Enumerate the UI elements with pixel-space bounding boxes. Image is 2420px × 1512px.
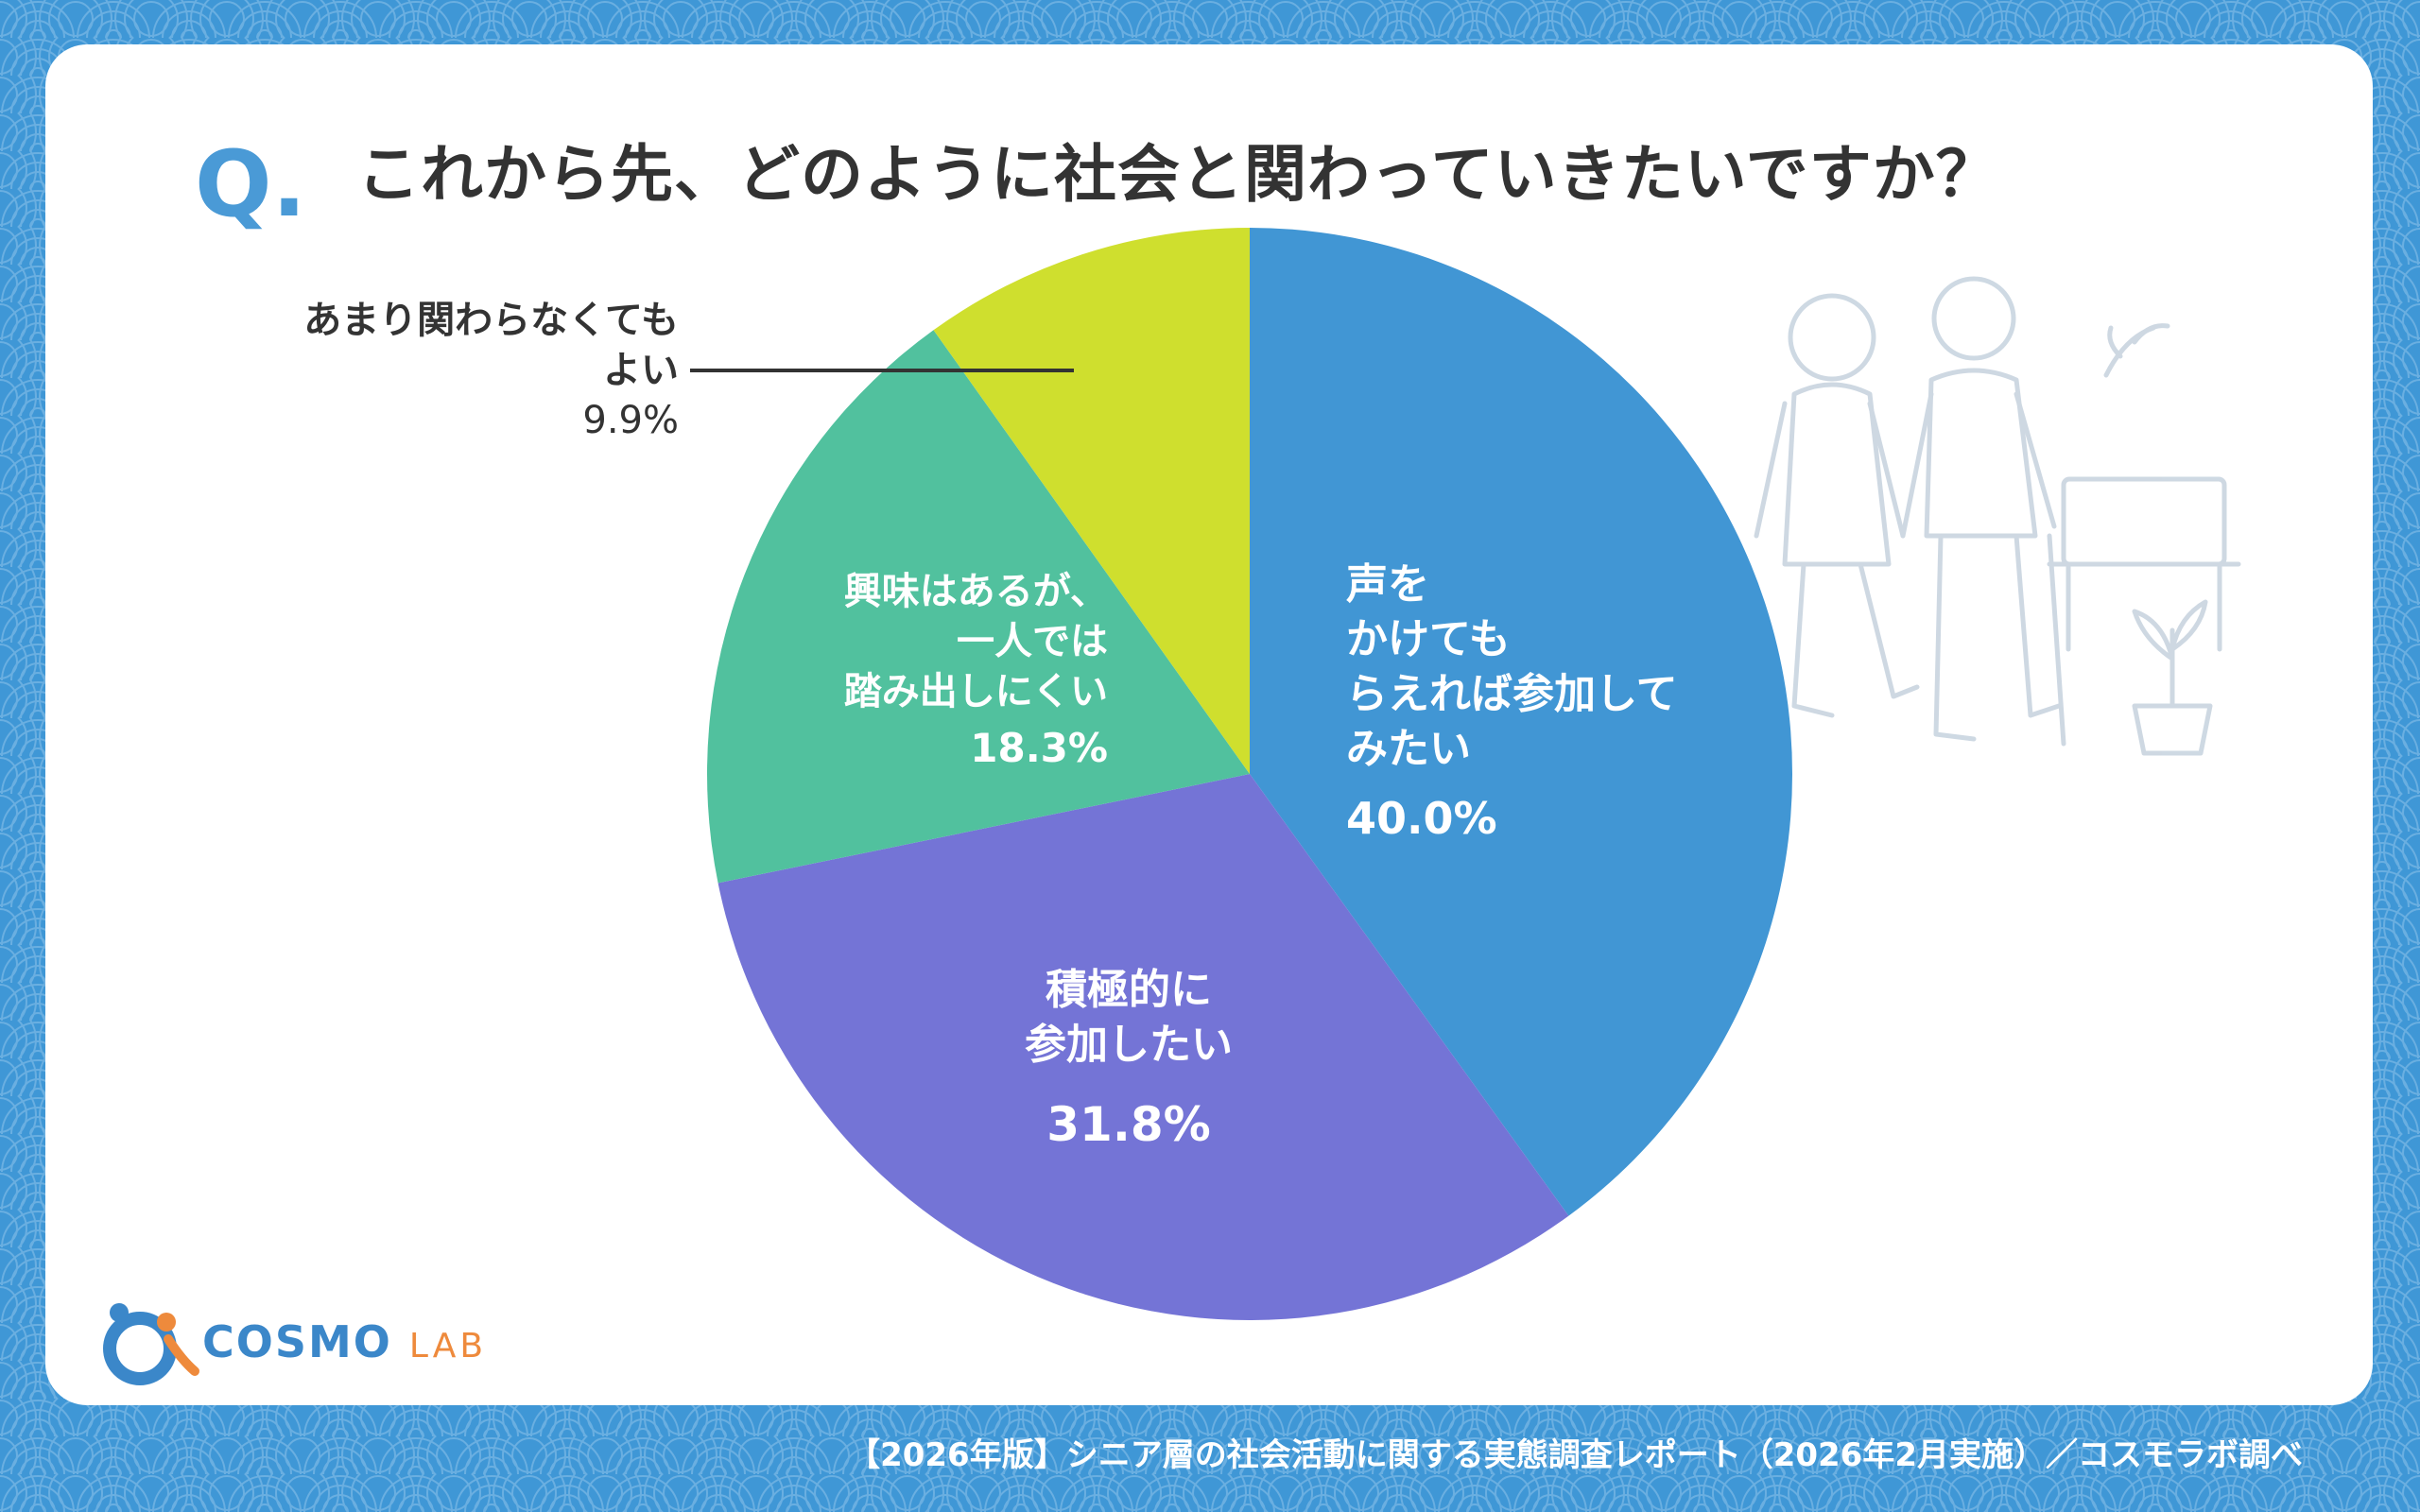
logo-text: COSMO LAB bbox=[202, 1316, 488, 1367]
slice-value-3: 9.9% bbox=[582, 398, 679, 442]
slice-label-1: 積極的に 参加したい 31.8% bbox=[1025, 963, 1233, 1156]
source-footer: 【2026年版】シニア層の社会活動に関する実態調査レポート（2026年2月実施）… bbox=[848, 1436, 2303, 1474]
question-mark: Q. bbox=[195, 131, 307, 237]
slice-label-0: 声を かけても らえれば参加して みたい 40.0% bbox=[1346, 558, 1678, 848]
slice-value-1: 31.8% bbox=[1046, 1097, 1211, 1153]
slice-value-0: 40.0% bbox=[1346, 793, 1497, 845]
question-title: これから先、どのように社会と関わっていきたいですか？ bbox=[357, 138, 1999, 211]
elderly-couple-illustration bbox=[1754, 276, 2241, 756]
pie-slice-1 bbox=[717, 774, 1569, 1320]
slice-label-2: 興味はあるが、 一人では 踏み出しにくい 18.3% bbox=[786, 567, 1108, 775]
slice-label-3: あまり関わらなくても よい 9.9% bbox=[168, 296, 679, 445]
slice-value-2: 18.3% bbox=[970, 725, 1108, 772]
pie-slice-0 bbox=[1250, 228, 1792, 1216]
pie-slice-2 bbox=[706, 330, 1250, 884]
cosmo-lab-logo-icon bbox=[103, 1303, 199, 1385]
pie-chart bbox=[690, 228, 1792, 1320]
pie-slice-3 bbox=[933, 228, 1250, 774]
chart-card: Q. これから先、どのように社会と関わっていきたいですか？ bbox=[45, 44, 2373, 1405]
